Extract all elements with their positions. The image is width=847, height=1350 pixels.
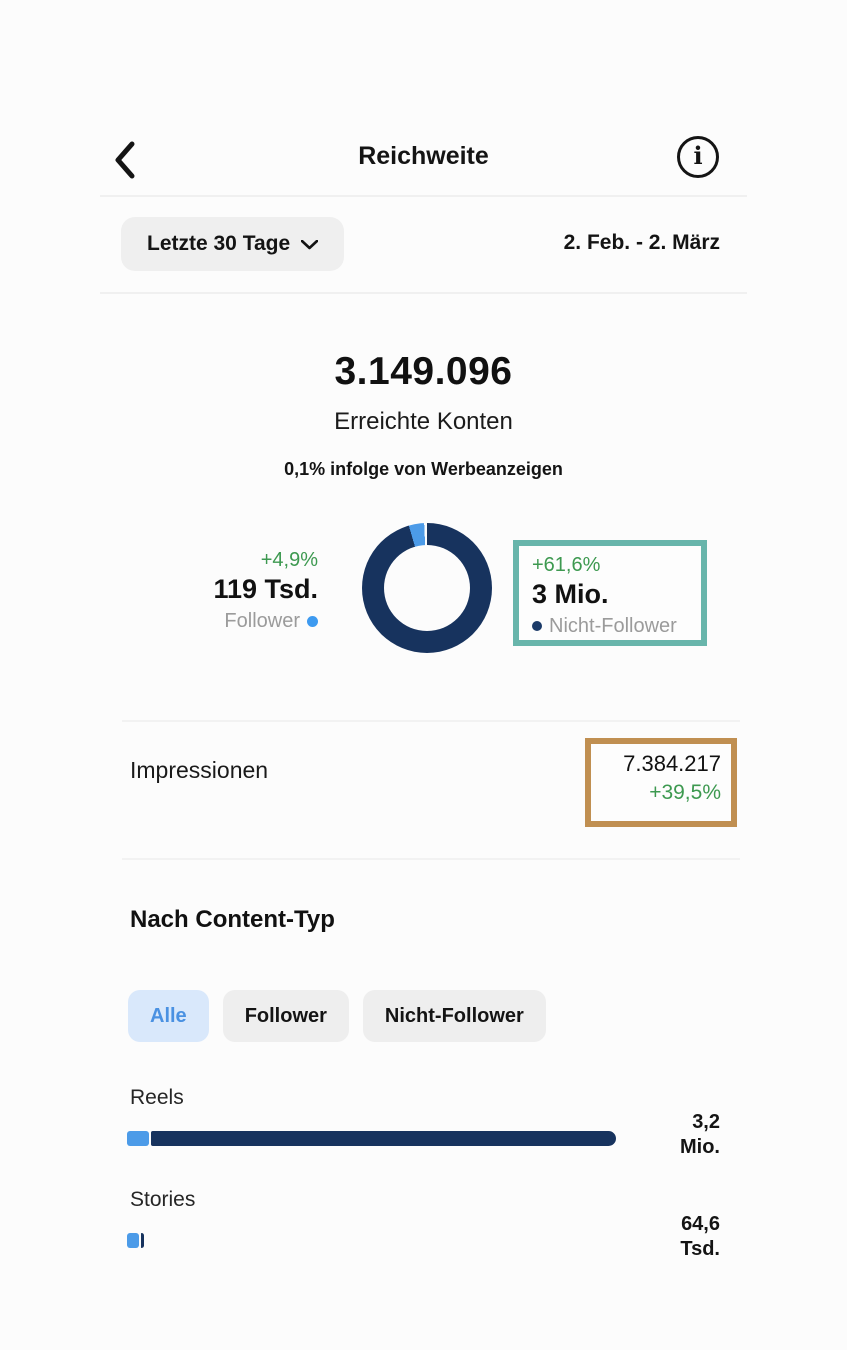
follower-value: 119 Tsd. (213, 574, 318, 604)
stories-label: Stories (130, 1188, 196, 1211)
non-follower-change: +61,6% (532, 554, 601, 576)
reels-value-number: 3,2 (692, 1111, 720, 1133)
reels-value: 3,2 Mio. (680, 1110, 720, 1160)
reels-value-unit: Mio. (680, 1136, 720, 1158)
page-title: Reichweite (358, 142, 489, 170)
impressions-value: 7.384.217 (623, 751, 721, 776)
reached-accounts-value: 3.149.096 (334, 350, 513, 393)
impressions-change: +39,5% (649, 781, 721, 804)
reels-bar-follower-segment (127, 1131, 149, 1146)
period-label: Letzte 30 Tage (147, 232, 291, 255)
reels-bar-nonfollower-segment (151, 1131, 616, 1146)
non-follower-stat-highlight-box: +61,6% 3 Mio. Nicht-Follower (513, 540, 707, 646)
stories-value-unit: Tsd. (680, 1238, 720, 1260)
tab-nicht-follower[interactable]: Nicht-Follower (362, 990, 546, 1042)
period-selector[interactable]: Letzte 30 Tage (121, 217, 345, 271)
stories-bar (127, 1233, 144, 1248)
divider (122, 720, 740, 722)
date-range: 2. Feb. - 2. März (563, 231, 720, 254)
reached-accounts-label: Erreichte Konten (334, 408, 513, 435)
divider (100, 195, 747, 197)
non-follower-value: 3 Mio. (532, 579, 609, 609)
divider (122, 858, 740, 860)
follower-stat: +4,9% 119 Tsd. Follower (213, 547, 318, 636)
tab-alle[interactable]: Alle (128, 990, 209, 1042)
follower-label: Follower (224, 610, 300, 632)
chevron-down-icon (300, 232, 319, 256)
impressions-label: Impressionen (130, 757, 269, 783)
info-icon: i (693, 141, 703, 170)
stories-value-number: 64,6 (681, 1213, 720, 1235)
reels-label: Reels (130, 1086, 184, 1109)
donut-hole (384, 545, 470, 631)
chevron-left-icon (112, 141, 138, 185)
impressions-highlight-box: 7.384.217 +39,5% (585, 738, 737, 827)
follower-change: +4,9% (260, 549, 318, 571)
content-type-heading: Nach Content-Typ (130, 906, 335, 933)
content-type-tabs: Alle Follower Nicht-Follower (128, 990, 546, 1042)
tab-follower[interactable]: Follower (222, 990, 349, 1042)
stories-bar-follower-segment (127, 1233, 139, 1248)
divider (100, 292, 747, 294)
ads-percentage-note: 0,1% infolge von Werbeanzeigen (284, 459, 563, 479)
reach-donut-chart (362, 523, 492, 653)
reels-bar (127, 1131, 616, 1146)
stories-bar-nonfollower-segment (141, 1233, 144, 1248)
non-follower-label: Nicht-Follower (549, 615, 677, 637)
info-button[interactable]: i (677, 136, 719, 178)
back-button[interactable] (110, 138, 140, 182)
non-follower-legend-dot (532, 621, 542, 631)
follower-legend-dot (307, 615, 318, 627)
stories-value: 64,6 Tsd. (680, 1212, 720, 1262)
